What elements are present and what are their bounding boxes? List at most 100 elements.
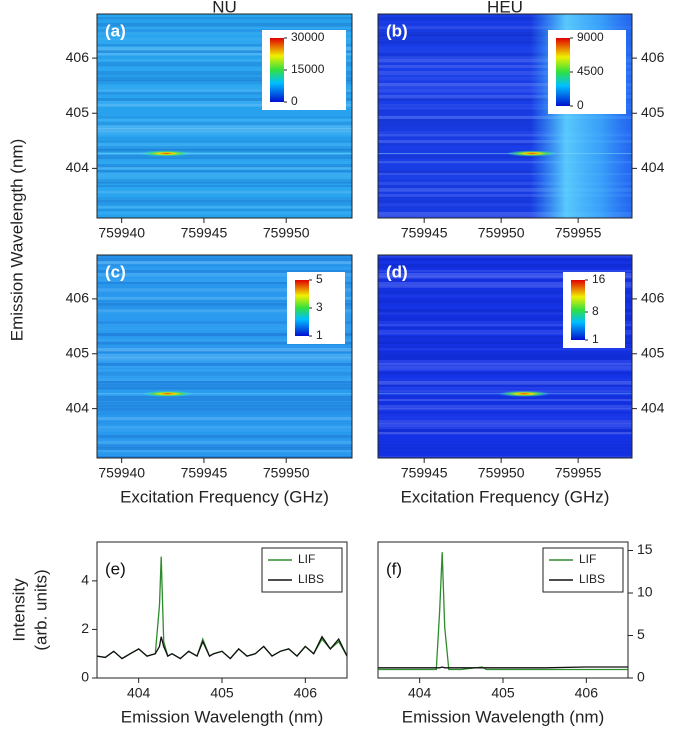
stripe xyxy=(97,366,352,369)
stripe xyxy=(97,38,352,41)
colorbar-tick-label: 0 xyxy=(291,94,298,108)
stripe xyxy=(378,450,632,453)
panel-label: (b) xyxy=(386,21,408,40)
panel-label: (a) xyxy=(105,21,126,40)
x-tick-label: 759940 xyxy=(98,225,145,241)
stripe xyxy=(378,273,632,277)
x-tick-label: 759950 xyxy=(263,225,310,241)
x-tick-label: 759945 xyxy=(401,465,448,481)
stripe xyxy=(97,191,352,194)
frame xyxy=(377,13,633,219)
stripe xyxy=(378,89,632,93)
stripe xyxy=(97,113,352,116)
stripe xyxy=(97,282,352,285)
stripe xyxy=(97,453,352,456)
stripe xyxy=(97,62,352,66)
stripe xyxy=(378,417,632,420)
colorbar-tick-label: 0 xyxy=(577,98,584,112)
stripe xyxy=(378,264,632,268)
y-tick-label: 404 xyxy=(66,399,90,415)
stripe xyxy=(97,20,352,23)
stripe xyxy=(378,182,632,185)
stripe xyxy=(378,212,632,216)
stripe xyxy=(97,203,352,206)
stripe xyxy=(378,83,632,87)
stripe xyxy=(378,327,632,330)
stripe xyxy=(97,125,352,129)
stripe xyxy=(97,333,352,336)
legend-box xyxy=(542,547,624,593)
x-tick-label: 759955 xyxy=(555,225,602,241)
x-axis-label: Excitation Frequency (GHz) xyxy=(401,487,610,506)
y-tick-label: 404 xyxy=(641,399,665,415)
stripe xyxy=(378,456,632,458)
y-tick-label: 405 xyxy=(641,104,665,120)
stripe xyxy=(378,432,632,435)
legend-label: LIF xyxy=(298,552,315,566)
stripe xyxy=(97,194,352,196)
stripe xyxy=(378,279,632,282)
stripe xyxy=(97,53,352,56)
stripe xyxy=(378,65,632,68)
stripe xyxy=(378,215,632,218)
stripe xyxy=(378,288,632,292)
stripe xyxy=(97,167,352,170)
colorbar xyxy=(556,38,570,106)
stripe xyxy=(97,273,352,277)
stripe xyxy=(378,297,632,301)
stripe xyxy=(97,441,352,445)
stripe xyxy=(378,321,632,324)
stripe xyxy=(97,303,352,306)
stripe xyxy=(378,143,632,146)
stripe xyxy=(378,429,632,433)
stripe xyxy=(97,206,352,209)
panel-label: (d) xyxy=(386,262,408,281)
stripe xyxy=(97,197,352,200)
stripe xyxy=(97,255,352,259)
stripe xyxy=(378,402,632,405)
stripe xyxy=(378,134,632,137)
stripe xyxy=(97,200,352,203)
panel-label: (c) xyxy=(105,262,126,281)
column-title: NU xyxy=(212,0,237,16)
stripe xyxy=(97,435,352,438)
colorbar-tick-label: 15000 xyxy=(291,62,325,76)
stripe xyxy=(97,74,352,77)
stripe xyxy=(97,387,352,390)
x-axis-label: Excitation Frequency (GHz) xyxy=(120,487,329,506)
stripe xyxy=(378,119,632,122)
stripe xyxy=(378,53,632,57)
colorbar-tick-label: 1 xyxy=(592,332,599,346)
stripe xyxy=(97,164,352,168)
stripe xyxy=(97,456,352,458)
stripe xyxy=(97,429,352,432)
stripe xyxy=(378,200,632,204)
panel-label: (e) xyxy=(105,559,126,578)
stripe xyxy=(378,258,632,261)
stripe xyxy=(378,318,632,322)
stripe xyxy=(97,140,352,143)
legend-box xyxy=(261,547,343,593)
stripe xyxy=(97,423,352,426)
x-axis-label: Emission Wavelength (nm) xyxy=(121,707,324,726)
stripe xyxy=(97,381,352,384)
stripe xyxy=(378,453,632,456)
line-series xyxy=(378,666,628,669)
line-series xyxy=(378,552,628,671)
colorbar-tick-label: 30000 xyxy=(291,30,325,44)
stripe xyxy=(97,447,352,450)
stripe xyxy=(378,426,632,430)
x-tick-label: 759950 xyxy=(263,465,310,481)
stripe xyxy=(378,116,632,120)
stripe xyxy=(97,134,352,136)
y-tick-label: 406 xyxy=(641,49,665,65)
stripe xyxy=(97,116,352,119)
stripe xyxy=(378,170,632,174)
stripe xyxy=(378,191,632,195)
stripe xyxy=(97,351,352,354)
x-tick-label: 759945 xyxy=(181,465,228,481)
stripe xyxy=(97,267,352,270)
x-tick-label: 404 xyxy=(408,685,432,701)
stripe xyxy=(97,357,352,361)
